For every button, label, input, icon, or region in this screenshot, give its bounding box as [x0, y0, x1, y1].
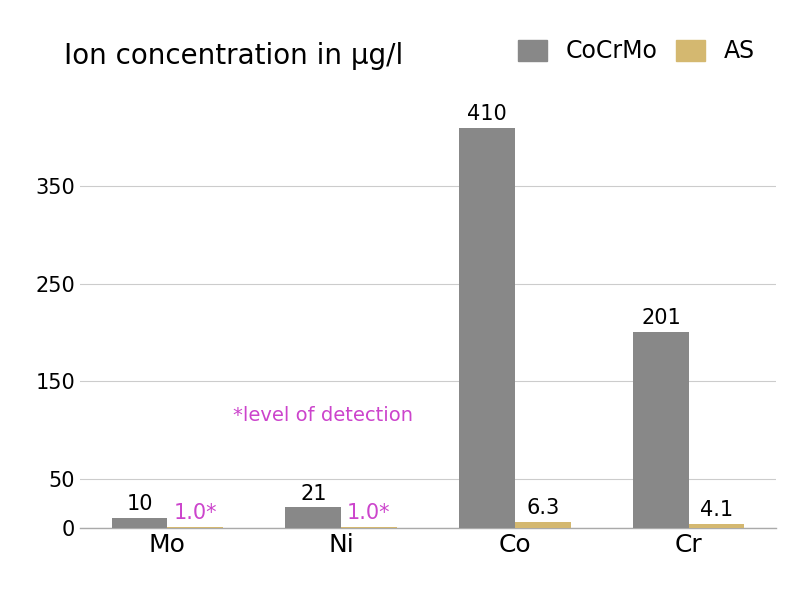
Text: 201: 201: [641, 308, 681, 328]
Text: Ion concentration in μg/l: Ion concentration in μg/l: [64, 42, 403, 70]
Text: *level of detection: *level of detection: [234, 406, 414, 425]
Text: 1.0*: 1.0*: [174, 503, 217, 523]
Text: 1.0*: 1.0*: [347, 503, 390, 523]
Bar: [689, 524, 744, 528]
Legend: CoCrMo, AS: CoCrMo, AS: [509, 30, 764, 73]
Bar: [112, 518, 167, 528]
Text: 4.1: 4.1: [700, 500, 733, 520]
Text: 10: 10: [126, 494, 153, 514]
Bar: [633, 332, 689, 528]
Bar: [515, 522, 570, 528]
Text: 21: 21: [300, 484, 326, 503]
Bar: [286, 508, 341, 528]
Bar: [341, 527, 397, 528]
Bar: [167, 527, 223, 528]
Text: 410: 410: [467, 104, 507, 124]
Bar: [459, 128, 515, 528]
Text: 6.3: 6.3: [526, 498, 559, 518]
